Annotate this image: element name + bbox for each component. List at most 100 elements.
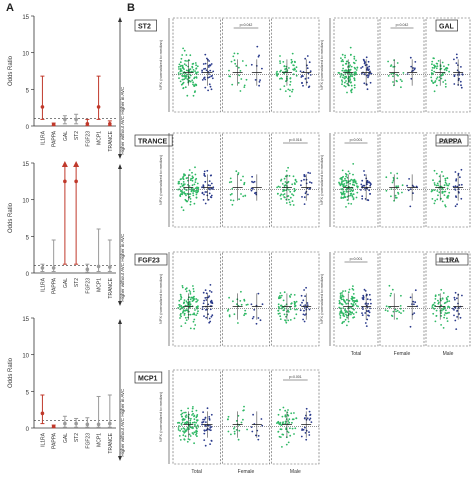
data-point — [368, 68, 370, 71]
label-higher-without: Higher without AVC — [120, 417, 125, 456]
data-point — [305, 178, 308, 181]
data-point — [369, 298, 372, 301]
data-point — [348, 288, 351, 291]
data-point — [350, 91, 353, 94]
data-point — [183, 191, 186, 194]
y-tick-label: 0 — [26, 125, 30, 131]
data-point — [207, 296, 210, 299]
data-point — [430, 76, 433, 79]
data-point — [340, 182, 343, 185]
data-point — [302, 84, 304, 87]
data-point — [188, 69, 191, 72]
data-point — [280, 304, 283, 307]
panel-title-box — [435, 134, 469, 147]
data-point — [434, 298, 437, 300]
data-point — [184, 411, 187, 414]
data-point — [345, 179, 348, 182]
data-point — [394, 194, 397, 197]
data-point — [349, 192, 352, 195]
category-label: MCP1 — [97, 433, 103, 447]
data-point — [349, 64, 351, 67]
data-point — [289, 89, 291, 92]
data-point — [345, 175, 347, 178]
data-point — [197, 310, 199, 313]
data-point — [299, 70, 302, 73]
data-point — [343, 193, 345, 196]
data-point — [444, 204, 446, 207]
odds-ratio-point — [51, 266, 56, 270]
data-point — [183, 428, 186, 430]
data-point — [455, 196, 458, 199]
data-point — [448, 311, 450, 314]
data-point — [276, 422, 278, 424]
category-label: ST2 — [74, 433, 80, 442]
data-point — [287, 166, 289, 169]
data-point — [181, 74, 184, 77]
data-point — [233, 59, 236, 62]
data-point — [431, 69, 433, 72]
data-point — [244, 309, 247, 312]
data-point — [232, 300, 234, 303]
data-point — [460, 66, 462, 68]
data-point — [339, 184, 342, 187]
data-point — [197, 71, 199, 74]
data-point — [194, 62, 197, 64]
data-point — [257, 292, 260, 295]
data-point — [203, 299, 206, 302]
data-point — [238, 429, 241, 432]
y-tick-label: 10 — [22, 199, 29, 205]
data-point — [401, 80, 403, 83]
data-point — [244, 195, 247, 197]
data-point — [283, 85, 286, 87]
data-point — [178, 421, 180, 424]
data-point — [309, 70, 312, 73]
data-point — [433, 64, 435, 67]
data-point — [454, 171, 457, 173]
data-point — [291, 90, 293, 93]
data-point — [299, 309, 302, 312]
data-point — [178, 299, 181, 302]
data-point — [180, 307, 183, 310]
data-point — [232, 55, 235, 58]
data-point — [349, 46, 352, 49]
data-point — [292, 68, 294, 71]
label-higher-without: Higher without AVC — [120, 262, 125, 301]
data-point — [185, 54, 188, 56]
data-point — [356, 299, 358, 301]
data-point — [370, 183, 372, 186]
data-point — [289, 83, 291, 86]
data-point — [454, 319, 457, 322]
data-point — [294, 427, 297, 430]
data-point — [189, 327, 192, 330]
data-point — [432, 303, 435, 306]
data-point — [348, 76, 351, 79]
data-point — [305, 418, 308, 421]
data-point — [363, 288, 366, 291]
data-point — [356, 186, 359, 189]
data-point — [185, 69, 188, 72]
data-point — [352, 163, 355, 165]
data-point — [181, 421, 184, 424]
data-point — [286, 411, 289, 414]
data-point — [192, 412, 195, 415]
data-point — [179, 439, 182, 441]
category-label: ST2 — [74, 278, 80, 287]
y-tick-label: 15 — [22, 162, 29, 168]
data-point — [453, 75, 456, 78]
data-point — [354, 300, 357, 302]
data-point — [255, 191, 257, 194]
data-point — [454, 298, 456, 301]
data-point — [243, 405, 245, 408]
data-point — [205, 299, 208, 301]
data-point — [440, 74, 443, 77]
data-point — [207, 66, 210, 68]
data-point — [183, 438, 186, 441]
data-point — [257, 55, 260, 58]
data-point — [279, 292, 282, 294]
group-box — [425, 251, 471, 347]
data-point — [412, 300, 415, 303]
data-point — [188, 301, 191, 304]
data-point — [179, 317, 181, 319]
data-point — [442, 175, 445, 178]
